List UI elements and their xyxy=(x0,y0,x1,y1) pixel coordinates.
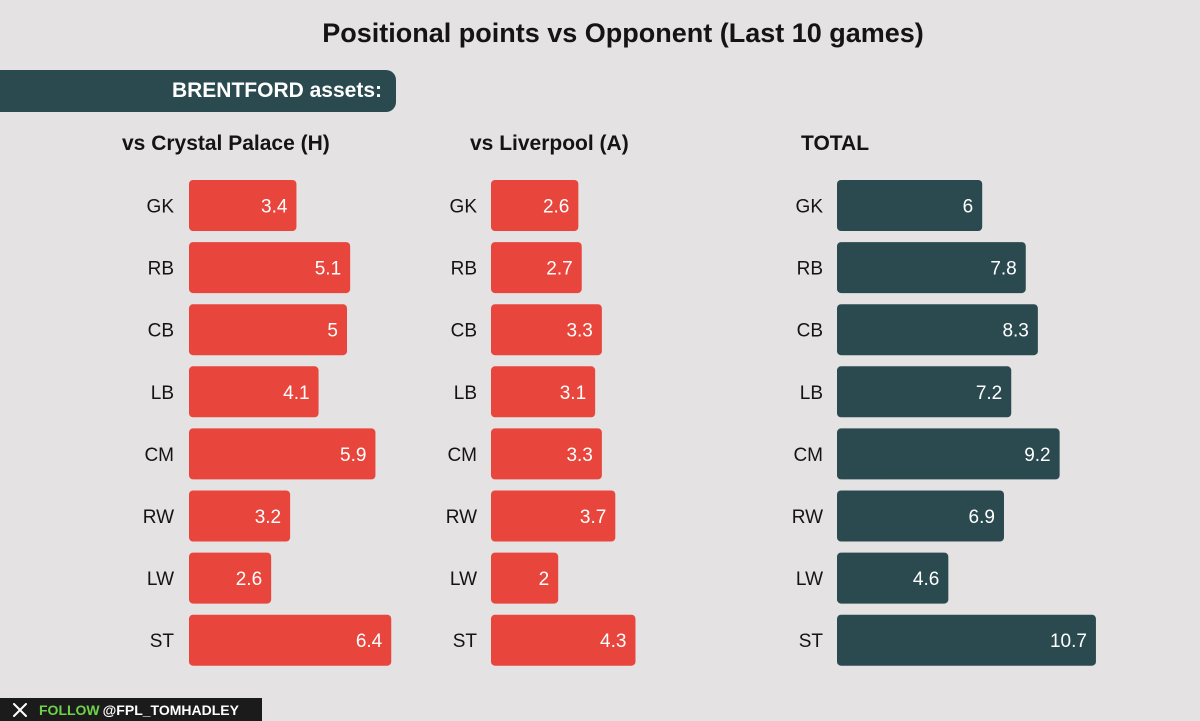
value-label-total-rb: 7.8 xyxy=(990,259,1016,280)
category-label-total-lw: LW xyxy=(796,569,823,590)
value-label-liverpool-lb: 3.1 xyxy=(560,383,586,404)
value-label-crystal-palace-cm: 5.9 xyxy=(340,445,366,466)
bar-crystal-palace-cm xyxy=(189,428,376,480)
value-label-crystal-palace-rw: 3.2 xyxy=(255,507,281,528)
value-label-total-cb: 8.3 xyxy=(1002,321,1028,342)
value-label-total-lb: 7.2 xyxy=(976,383,1002,404)
category-label-liverpool-st: ST xyxy=(453,631,478,652)
value-label-total-rw: 6.9 xyxy=(969,507,995,528)
bar-total-st xyxy=(837,614,1096,666)
bar-total-rb xyxy=(837,242,1026,294)
category-label-liverpool-cm: CM xyxy=(447,445,477,466)
bar-crystal-palace-gk xyxy=(189,180,297,231)
x-logo-icon xyxy=(13,702,27,717)
bar-total-lw xyxy=(837,552,949,604)
bar-liverpool-lw xyxy=(491,552,559,604)
value-label-crystal-palace-lw: 2.6 xyxy=(236,569,262,590)
panel-title-liverpool: vs Liverpool (A) xyxy=(470,132,629,155)
value-label-total-gk: 6 xyxy=(963,197,974,218)
category-label-crystal-palace-rw: RW xyxy=(143,507,174,528)
category-label-liverpool-rw: RW xyxy=(446,507,477,528)
category-label-crystal-palace-cb: CB xyxy=(148,321,174,342)
value-label-total-st: 10.7 xyxy=(1050,631,1087,652)
panel-title-total: TOTAL xyxy=(801,132,870,155)
value-label-crystal-palace-st: 6.4 xyxy=(356,631,383,652)
value-label-crystal-palace-gk: 3.4 xyxy=(261,197,288,218)
footer-handle: @FPL_TOMHADLEY xyxy=(102,701,239,718)
value-label-total-cm: 9.2 xyxy=(1024,445,1050,466)
bar-charts: GK 3.4 RB 5.1 CB 5 LB 4.1 CM 5.9 RW 3.2 LW 2.6 ST 6.4 GK… xyxy=(143,180,1096,666)
category-label-total-lb: LB xyxy=(800,383,823,404)
bar-total-cb xyxy=(837,304,1038,356)
bar-liverpool-rb xyxy=(491,242,582,294)
footer-follow-bar[interactable]: FOLLOW @FPL_TOMHADLEY xyxy=(0,698,262,721)
category-label-total-cb: CB xyxy=(797,321,823,342)
value-label-crystal-palace-rb: 5.1 xyxy=(315,259,341,280)
value-label-crystal-palace-lb: 4.1 xyxy=(283,383,309,404)
bar-total-rw xyxy=(837,490,1004,542)
category-label-liverpool-cb: CB xyxy=(451,321,477,342)
value-label-total-lw: 4.6 xyxy=(913,569,939,590)
value-label-liverpool-gk: 2.6 xyxy=(543,197,569,218)
value-label-liverpool-cm: 3.3 xyxy=(566,445,592,466)
value-label-liverpool-lw: 2 xyxy=(539,569,550,590)
category-label-crystal-palace-cm: CM xyxy=(144,445,174,466)
bar-crystal-palace-cb xyxy=(189,304,347,356)
bar-liverpool-cm xyxy=(491,428,602,480)
bar-liverpool-cb xyxy=(491,304,602,356)
chart-title: Positional points vs Opponent (Last 10 g… xyxy=(322,18,924,48)
category-label-crystal-palace-gk: GK xyxy=(147,197,175,218)
category-label-liverpool-gk: GK xyxy=(450,197,478,218)
bar-liverpool-rw xyxy=(491,490,616,542)
category-label-crystal-palace-st: ST xyxy=(150,631,175,652)
bar-total-gk xyxy=(837,180,983,231)
bar-crystal-palace-rb xyxy=(189,242,351,294)
category-label-liverpool-rb: RB xyxy=(451,259,477,280)
bar-liverpool-gk xyxy=(491,180,579,231)
value-label-liverpool-rw: 3.7 xyxy=(580,507,606,528)
panel-title-crystal-palace: vs Crystal Palace (H) xyxy=(122,132,330,155)
team-banner-label: BRENTFORD assets: xyxy=(171,79,382,102)
value-label-crystal-palace-cb: 5 xyxy=(327,321,338,342)
team-banner: BRENTFORD assets: xyxy=(0,70,396,112)
value-label-liverpool-rb: 2.7 xyxy=(546,259,572,280)
category-label-total-st: ST xyxy=(799,631,824,652)
category-label-total-gk: GK xyxy=(796,197,824,218)
bar-total-lb xyxy=(837,366,1012,418)
value-label-liverpool-cb: 3.3 xyxy=(566,321,592,342)
footer-follow-label: FOLLOW xyxy=(39,701,100,718)
category-label-crystal-palace-lb: LB xyxy=(151,383,174,404)
bar-liverpool-lb xyxy=(491,366,596,418)
value-label-liverpool-st: 4.3 xyxy=(600,631,626,652)
category-label-liverpool-lb: LB xyxy=(454,383,477,404)
bar-crystal-palace-lw xyxy=(189,552,272,604)
category-label-total-rb: RB xyxy=(797,259,823,280)
bar-crystal-palace-st xyxy=(189,614,392,666)
category-label-liverpool-lw: LW xyxy=(450,569,477,590)
category-label-total-rw: RW xyxy=(792,507,823,528)
category-label-crystal-palace-lw: LW xyxy=(147,569,174,590)
bar-liverpool-st xyxy=(491,614,636,666)
bar-crystal-palace-rw xyxy=(189,490,291,542)
bar-total-cm xyxy=(837,428,1060,480)
category-label-crystal-palace-rb: RB xyxy=(148,259,174,280)
category-label-total-cm: CM xyxy=(793,445,823,466)
bar-crystal-palace-lb xyxy=(189,366,319,418)
